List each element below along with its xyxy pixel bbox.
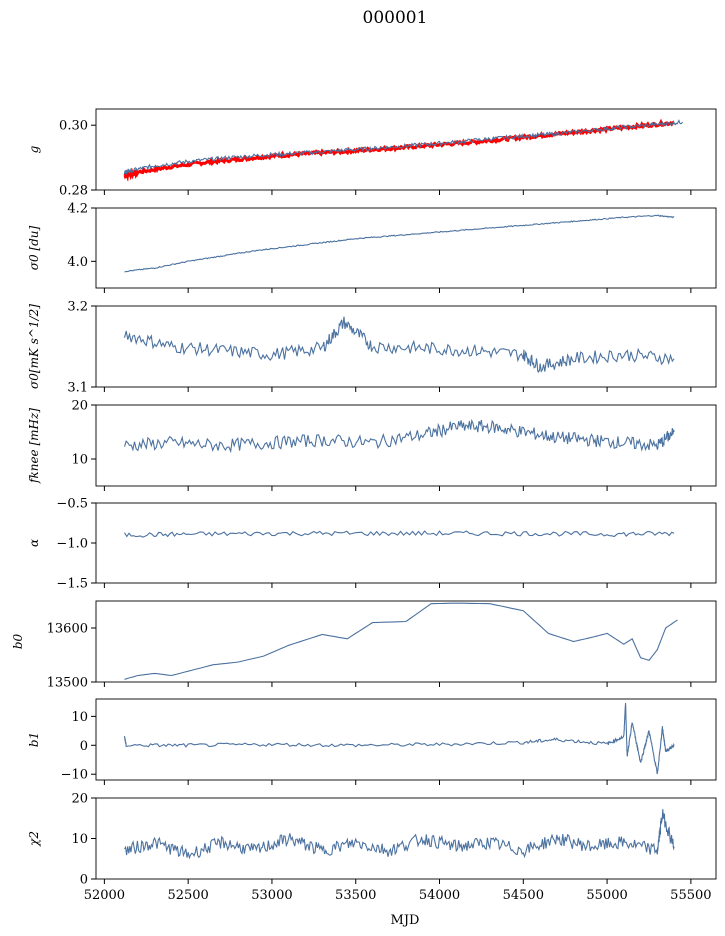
panels: 0.28 0.30 g 4.0 4.2 σ0 [du] 3.1 3.2 σ0[mK s^1/2]… xyxy=(11,108,717,903)
y-tick-label: 0.28 xyxy=(59,184,88,199)
data-series-line xyxy=(123,119,683,176)
panel-frame xyxy=(95,404,717,487)
y-tick-label: 0.30 xyxy=(59,119,88,134)
y-axis-label: g xyxy=(27,145,41,153)
y-axis-label: b1 xyxy=(27,732,41,747)
data-series-line xyxy=(123,702,675,775)
data-series-line xyxy=(124,602,678,680)
data-series-line xyxy=(123,316,675,374)
data-series-line xyxy=(123,418,675,454)
x-tick-label: 52000 xyxy=(84,888,125,903)
data-series-line xyxy=(124,530,675,538)
y-tick-label: 10 xyxy=(71,453,88,468)
y-tick-label: −10 xyxy=(61,768,88,783)
y-axis-label: σ0[mK s^1/2] xyxy=(27,304,41,389)
y-tick-label: 4.2 xyxy=(67,202,88,217)
y-axis-label: fknee [mHz] xyxy=(27,408,41,484)
fit-series-line xyxy=(123,118,675,182)
x-axis-label: MJD xyxy=(391,913,420,928)
y-tick-label: 10 xyxy=(71,710,88,725)
panel-frame xyxy=(95,698,717,781)
x-tick-label: 55500 xyxy=(670,888,711,903)
y-tick-label: 20 xyxy=(71,399,88,414)
y-tick-label: 4.0 xyxy=(67,255,88,270)
x-tick-label: 54000 xyxy=(419,888,460,903)
data-series-line xyxy=(124,809,675,860)
panel-frame xyxy=(95,600,717,683)
panel-frame xyxy=(95,108,717,191)
x-tick-label: 52500 xyxy=(167,888,208,903)
x-tick-label: 54500 xyxy=(503,888,544,903)
figure-title: 000001 xyxy=(363,8,428,28)
panel-frame xyxy=(95,305,717,388)
y-axis-label: b0 xyxy=(11,633,25,649)
y-tick-label: 3.1 xyxy=(67,381,88,396)
data-series-line xyxy=(124,214,675,273)
y-axis-label: χ2 xyxy=(27,831,41,847)
x-tick-label: 53000 xyxy=(251,888,292,903)
x-tick-label: 53500 xyxy=(335,888,376,903)
y-tick-label: 20 xyxy=(71,792,88,807)
y-tick-label: 13500 xyxy=(47,676,88,691)
y-axis-label: σ0 [du] xyxy=(27,225,41,270)
panel-frame xyxy=(95,502,717,584)
panel-frame xyxy=(95,207,717,289)
y-tick-label: 3.2 xyxy=(67,300,88,315)
y-tick-label: 0 xyxy=(80,739,88,754)
y-tick-label: 13600 xyxy=(47,622,88,637)
panel-frame xyxy=(95,797,717,880)
y-tick-label: −1.5 xyxy=(56,577,88,592)
y-tick-label: 0 xyxy=(80,873,88,888)
x-tick-label: 55000 xyxy=(586,888,627,903)
y-axis-label: α xyxy=(27,539,41,547)
y-tick-label: −0.5 xyxy=(56,497,88,512)
y-tick-label: 10 xyxy=(71,832,88,847)
y-tick-label: −1.0 xyxy=(56,537,88,552)
